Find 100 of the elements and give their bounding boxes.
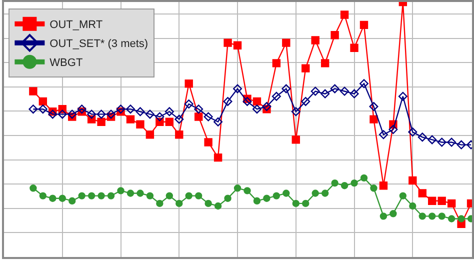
point xyxy=(184,100,194,108)
point xyxy=(340,86,350,96)
point xyxy=(136,190,144,197)
point xyxy=(49,194,56,202)
point xyxy=(437,138,446,147)
point xyxy=(340,10,349,19)
point xyxy=(87,110,96,119)
point xyxy=(428,196,436,205)
point xyxy=(378,130,388,140)
point xyxy=(88,192,96,200)
point xyxy=(175,130,184,139)
point xyxy=(458,215,465,222)
point xyxy=(184,80,193,88)
point xyxy=(58,110,67,119)
point xyxy=(97,118,106,126)
point xyxy=(292,200,300,208)
point xyxy=(330,84,340,94)
point xyxy=(272,59,281,68)
point xyxy=(398,92,408,101)
point xyxy=(262,102,272,112)
point xyxy=(282,84,291,94)
point xyxy=(456,140,466,150)
point xyxy=(448,215,456,222)
point xyxy=(312,190,319,197)
point xyxy=(155,112,164,122)
point xyxy=(399,192,407,200)
point xyxy=(126,104,135,114)
point xyxy=(96,110,106,119)
point xyxy=(166,192,174,200)
point xyxy=(68,110,77,119)
point xyxy=(107,192,115,200)
point xyxy=(164,107,174,116)
point xyxy=(350,89,359,98)
point xyxy=(447,199,456,208)
point xyxy=(418,212,426,220)
point xyxy=(380,212,388,220)
point xyxy=(29,87,38,96)
point xyxy=(224,194,232,202)
point xyxy=(48,110,58,119)
point xyxy=(302,200,310,208)
point xyxy=(28,104,38,114)
point xyxy=(321,190,329,197)
point xyxy=(253,197,261,204)
point xyxy=(418,132,427,142)
point xyxy=(38,97,48,106)
point xyxy=(58,194,66,202)
point xyxy=(408,176,417,185)
point xyxy=(194,112,203,121)
point xyxy=(106,110,116,119)
legend-label: OUT_SET* (3 mets) xyxy=(50,38,148,50)
point xyxy=(360,79,368,88)
point xyxy=(340,182,348,190)
point xyxy=(360,174,368,182)
point xyxy=(136,120,144,128)
point xyxy=(438,196,446,205)
point xyxy=(126,190,134,197)
point xyxy=(331,179,338,187)
point xyxy=(224,38,232,47)
point xyxy=(223,96,232,106)
point xyxy=(185,192,192,200)
point xyxy=(301,96,310,106)
point xyxy=(252,104,262,114)
point xyxy=(418,189,426,198)
point xyxy=(302,64,310,72)
point xyxy=(408,128,418,137)
point xyxy=(174,114,184,124)
point xyxy=(214,117,223,126)
point xyxy=(77,104,86,114)
point xyxy=(242,96,252,106)
point xyxy=(330,31,339,40)
point xyxy=(272,192,280,200)
point xyxy=(370,115,378,124)
point xyxy=(428,135,437,144)
point xyxy=(117,187,124,194)
point xyxy=(291,107,300,116)
point xyxy=(165,118,174,126)
point xyxy=(370,184,378,192)
point xyxy=(38,104,48,114)
point xyxy=(194,192,202,200)
point xyxy=(282,38,290,47)
point xyxy=(282,190,290,197)
point xyxy=(310,86,320,96)
point xyxy=(136,107,145,116)
legend-label: OUT_MRT xyxy=(50,19,103,32)
point xyxy=(320,59,330,68)
point xyxy=(234,184,242,192)
point xyxy=(388,125,398,134)
point xyxy=(176,200,183,208)
point xyxy=(369,102,378,112)
point xyxy=(233,84,242,94)
point xyxy=(409,202,416,210)
point xyxy=(116,104,126,114)
point xyxy=(320,89,330,98)
point xyxy=(126,115,135,124)
point xyxy=(233,41,242,50)
point xyxy=(447,138,456,147)
point xyxy=(390,210,397,218)
point xyxy=(428,212,436,220)
point xyxy=(194,104,204,114)
point xyxy=(350,179,358,187)
